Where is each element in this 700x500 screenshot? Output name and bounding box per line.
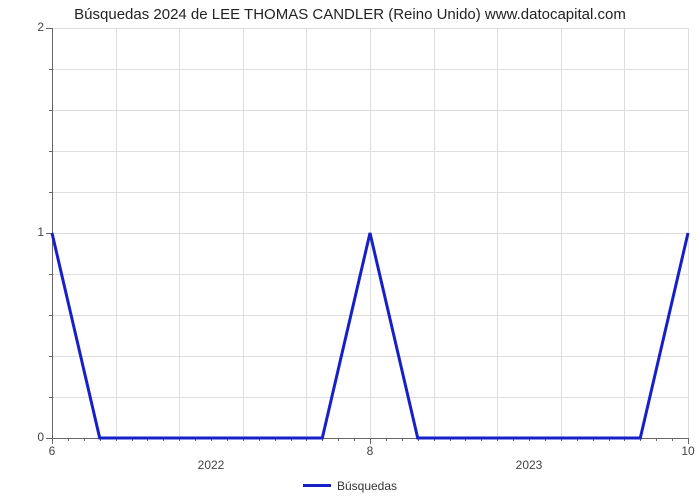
x-tick-label: 6 (49, 444, 56, 458)
y-tick-label: 1 (14, 225, 44, 239)
x-secondary-label: 2023 (516, 458, 543, 472)
legend-swatch (303, 484, 331, 487)
legend-label: Búsquedas (337, 479, 397, 493)
x-tick-label: 10 (681, 444, 694, 458)
y-tick-label: 0 (14, 430, 44, 444)
series-line (52, 233, 688, 438)
plot-area: 012681020222023 (52, 28, 688, 438)
grid-line-vertical (688, 28, 689, 438)
y-tick-label: 2 (14, 20, 44, 34)
x-minor-tick (52, 438, 53, 441)
chart-title: Búsquedas 2024 de LEE THOMAS CANDLER (Re… (0, 6, 700, 23)
x-minor-tick (402, 438, 403, 441)
line-plot (52, 28, 688, 438)
x-minor-tick (68, 438, 69, 441)
x-minor-tick (672, 438, 673, 441)
x-minor-tick (354, 438, 355, 441)
legend: Búsquedas (0, 478, 700, 493)
x-minor-tick (656, 438, 657, 441)
x-secondary-label: 2022 (198, 458, 225, 472)
x-tick-label: 8 (367, 444, 374, 458)
x-minor-tick (338, 438, 339, 441)
x-minor-tick (386, 438, 387, 441)
x-minor-tick (84, 438, 85, 441)
chart-container: Búsquedas 2024 de LEE THOMAS CANDLER (Re… (0, 0, 700, 500)
x-minor-tick (370, 438, 371, 441)
x-minor-tick (688, 438, 689, 441)
